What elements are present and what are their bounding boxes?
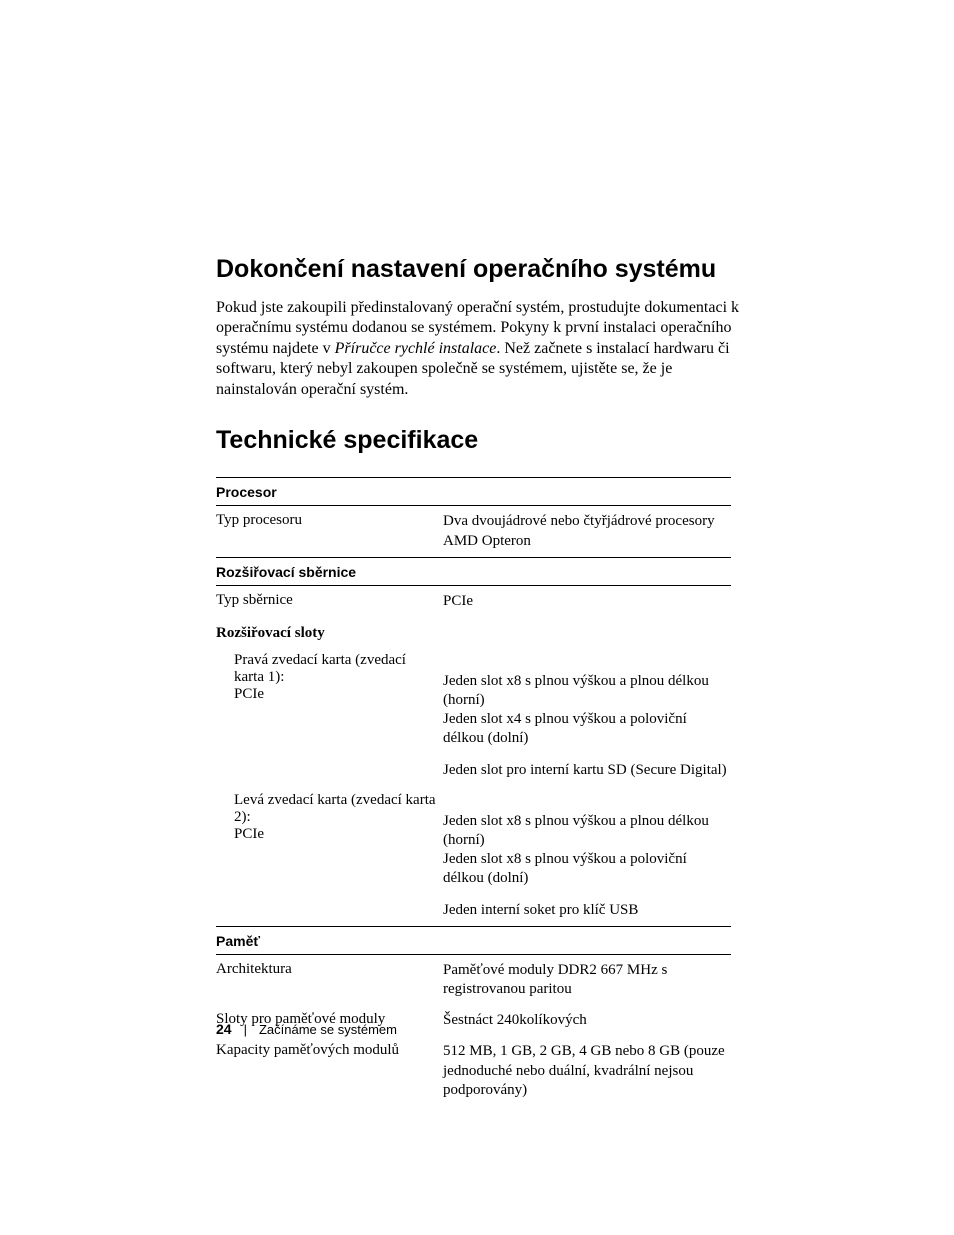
footer-separator: | [244, 1022, 247, 1037]
cell-mem-cap-value: 512 MB, 1 GB, 2 GB, 4 GB nebo 8 GB (pouz… [443, 1036, 731, 1106]
cell-proc-type-value: Dva dvoujádrové nebo čtyřjádrové proceso… [443, 506, 731, 557]
row-mem-arch: Architektura Paměťové moduly DDR2 667 MH… [216, 954, 731, 1005]
row-riser1-extra: Jeden slot pro interní kartu SD (Secure … [216, 755, 731, 786]
cell-riser2-extra-value: Jeden interní soket pro klíč USB [443, 895, 731, 927]
cell-mem-arch-value: Paměťové moduly DDR2 667 MHz s registrov… [443, 954, 731, 1005]
cell-bus-type-value: PCIe [443, 585, 731, 617]
heading-os-setup: Dokončení nastavení operačního systému [216, 255, 744, 284]
page-footer: 24 | Začínáme se systémem [216, 1021, 397, 1037]
cell-riser2-label: Levá zvedací karta (zvedací karta 2): PC… [216, 786, 443, 895]
cell-proc-type-label: Typ procesoru [216, 506, 443, 557]
cell-riser2-value: Jeden slot x8 s plnou výškou a plnou dél… [443, 786, 731, 895]
cell-riser1-extra-value: Jeden slot pro interní kartu SD (Secure … [443, 755, 731, 786]
paragraph-os-setup-em: Příručce rychlé instalace [335, 340, 497, 357]
section-processor-label: Procesor [216, 478, 731, 506]
section-processor: Procesor [216, 478, 731, 506]
cell-mem-cap-label: Kapacity paměťových modulů [216, 1036, 443, 1106]
cell-bus-type-label: Typ sběrnice [216, 585, 443, 617]
page-number: 24 [216, 1021, 232, 1037]
paragraph-os-setup: Pokud jste zakoupili předinstalovaný ope… [216, 298, 744, 400]
row-riser1: Pravá zvedací karta (zvedací karta 1): P… [216, 646, 731, 755]
row-mem-cap: Kapacity paměťových modulů 512 MB, 1 GB,… [216, 1036, 731, 1106]
row-proc-type: Typ procesoru Dva dvoujádrové nebo čtyřj… [216, 506, 731, 557]
section-expansion-bus-label: Rozšiřovací sběrnice [216, 557, 731, 585]
heading-tech-spec: Technické specifikace [216, 426, 744, 455]
section-memory-label: Paměť [216, 926, 731, 954]
row-bus-type: Typ sběrnice PCIe [216, 585, 731, 617]
row-riser2-extra: Jeden interní soket pro klíč USB [216, 895, 731, 927]
row-riser2: Levá zvedací karta (zvedací karta 2): PC… [216, 786, 731, 895]
section-expansion-slots-label: Rozšiřovací sloty [216, 617, 731, 646]
cell-mem-arch-label: Architektura [216, 954, 443, 1005]
cell-mem-slots-value: Šestnáct 240kolíkových [443, 1005, 731, 1036]
cell-riser1-label: Pravá zvedací karta (zvedací karta 1): P… [216, 646, 443, 755]
cell-riser1-value: Jeden slot x8 s plnou výškou a plnou dél… [443, 646, 731, 755]
section-expansion-bus: Rozšiřovací sběrnice [216, 557, 731, 585]
section-expansion-slots: Rozšiřovací sloty [216, 617, 731, 646]
section-memory: Paměť [216, 926, 731, 954]
page: Dokončení nastavení operačního systému P… [0, 0, 954, 1235]
footer-title: Začínáme se systémem [259, 1022, 397, 1037]
spec-table: Procesor Typ procesoru Dva dvoujádrové n… [216, 477, 731, 1106]
